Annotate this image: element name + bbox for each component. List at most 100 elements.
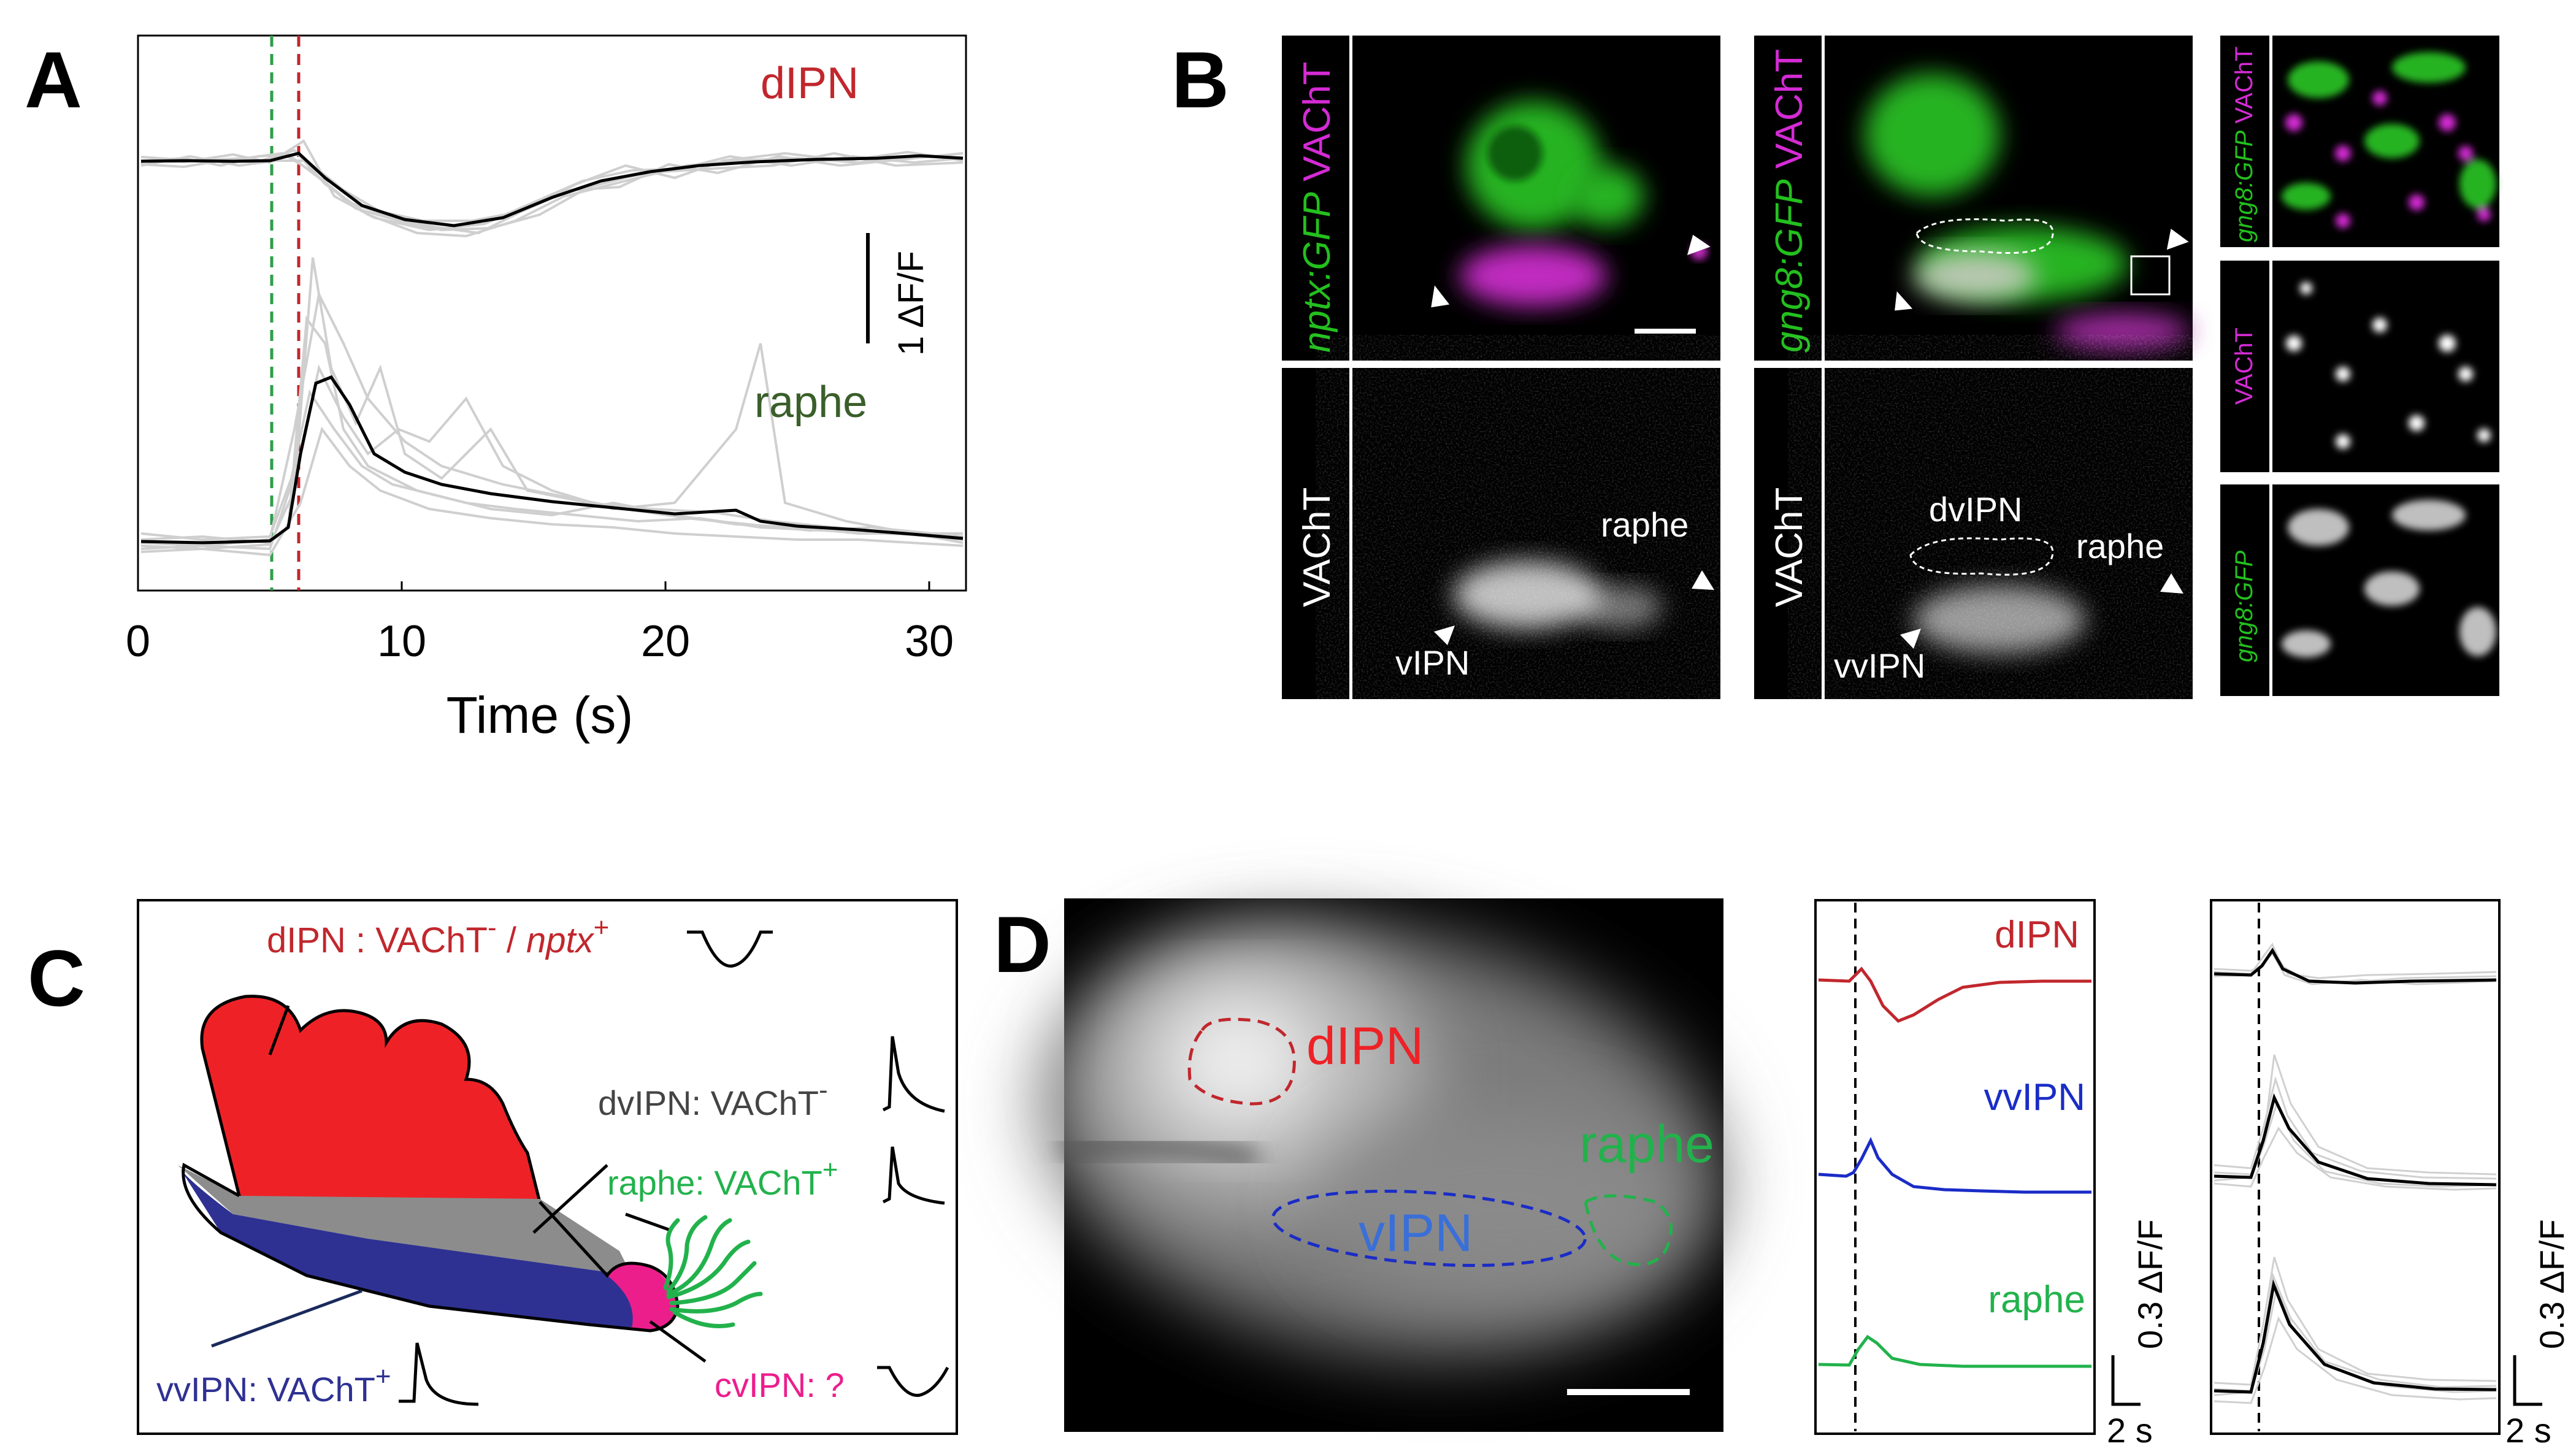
b2-top-label-strip (1754, 36, 1822, 361)
scale-bar-a-label: 1 ΔF/F (891, 251, 931, 356)
x-axis (137, 581, 930, 591)
glyph-dvipn (882, 1036, 945, 1113)
b3-top-strip (2220, 36, 2269, 247)
d-vvipn-trace-label: vvIPN (1984, 1076, 2085, 1119)
tick-10: 10 (377, 617, 426, 666)
d-scale-bar-1 (2111, 1355, 2141, 1406)
c-dvipn-text: dvIPN: VAChT (598, 1084, 819, 1122)
c-dipn-sup-plus: + (594, 912, 610, 943)
response-glyphs (399, 930, 949, 1406)
d-vvipn-trace (1818, 1137, 2091, 1194)
b2-bottom-title: VAChT (1768, 488, 1811, 607)
d-raphe-trace-label: raphe (1988, 1279, 2085, 1321)
panel-a-letter: A (25, 35, 82, 124)
d-raphe-label: raphe (1579, 1115, 1714, 1174)
dipn-mean-trace (140, 151, 964, 228)
b2-top-title: gng8:GFP VAChT (1768, 49, 1811, 353)
d-dipn-roi (1187, 1017, 1296, 1106)
b1-title-green: nptx:GFP (1296, 192, 1338, 353)
c-vvipn-sup: + (375, 1361, 391, 1391)
d-vipn-label: vIPN (1359, 1204, 1473, 1263)
b1-bottom-signal (1454, 561, 1601, 629)
b3-bottom-signal (2282, 500, 2496, 657)
b1-arrow-2 (1687, 234, 1711, 255)
d-scale-bar-2 (2513, 1355, 2542, 1406)
d-traces-box (1814, 899, 2096, 1435)
b3-top-title: gng8:GFP VAChT (2231, 47, 2258, 242)
panel-c: C dIPN : VAChT- / nptx+ (28, 899, 958, 1435)
b3-bottom-title: gng8:GFP (2231, 550, 2258, 662)
b1-top-title: nptx:GFP VAChT (1296, 62, 1338, 353)
b1-bottom-signal-2 (1576, 586, 1662, 629)
c-raphe-label: raphe: VAChT+ (607, 1155, 838, 1202)
d-scale-x-label: 2 s (2107, 1411, 2153, 1446)
b1-vipn-label: vIPN (1395, 643, 1470, 682)
b2-title-magenta: VAChT (1768, 49, 1811, 179)
d-scale-y-label: 0.3 ΔF/F (2131, 1219, 2169, 1349)
c-cvipn-label: cvIPN: ? (715, 1366, 845, 1404)
dvipn-region (178, 1165, 632, 1276)
d-raphe-trace (1818, 1334, 2091, 1368)
b2-bottom-arrow-2 (2160, 573, 2183, 594)
panel-d: D dIPN raphe vIPN dIPN vvIPN raphe 0.3 Δ… (994, 898, 2571, 1446)
b2-vvipn-label: vvIPN (1834, 646, 1925, 685)
cvipn-region (607, 1263, 678, 1331)
d-dipn-trace-label: dIPN (1995, 914, 2079, 956)
c-dipn-sep: / (497, 920, 526, 960)
panel-d-letter: D (994, 900, 1051, 989)
dipn-region (200, 995, 542, 1204)
b2-arrow-2 (2166, 228, 2189, 250)
b3-mid-title: VAChT (2231, 327, 2258, 405)
b1-arrow-1 (1431, 285, 1450, 308)
panel-b-letter: B (1171, 35, 1229, 124)
b1-bottom-title: VAChT (1296, 488, 1338, 607)
c-dipn-nptx: nptx (526, 920, 595, 960)
b3-mid-signal (2286, 282, 2491, 449)
c-raphe-sup: + (822, 1155, 838, 1185)
dipn-grey-traces (140, 139, 964, 238)
b2-top-signal (1865, 74, 2190, 350)
b1-top-signal (1460, 101, 1708, 307)
raphe-fibers (663, 1215, 763, 1328)
c-dipn-label: dIPN : VAChT- / nptx+ (267, 912, 609, 960)
c-raphe-text: raphe: VAChT (607, 1163, 822, 1202)
dipn-label: dIPN (761, 59, 859, 108)
b2-arrow-1 (1895, 291, 1913, 311)
c-dipn-sup-minus: - (488, 912, 497, 943)
tick-20: 20 (641, 617, 690, 666)
tick-0: 0 (126, 617, 150, 666)
b1-bottom-noise (1352, 368, 1720, 699)
panel-a-axes-box (137, 34, 967, 592)
b2-bottom-signal (1914, 586, 2085, 653)
d2-mean-trace-2 (2214, 1093, 2497, 1187)
d2-mean-trace-3 (2214, 1279, 2497, 1394)
panel-c-letter: C (28, 933, 85, 1023)
glyph-dipn (687, 930, 773, 968)
vvipn-region (178, 1165, 650, 1328)
b2-bottom-arrow-1 (1900, 629, 1921, 649)
b3-mid-strip (2220, 261, 2269, 472)
c-vvipn-text: vvIPN: VAChT (156, 1370, 375, 1409)
glyph-vvipn (399, 1342, 479, 1406)
d-scale-y-label-2: 0.3 ΔF/F (2532, 1219, 2571, 1349)
b1-bottom-label-strip (1282, 368, 1349, 699)
b2-top-image (1825, 36, 2193, 361)
raphe-label: raphe (754, 378, 867, 427)
c-dvipn-label: dvIPN: VAChT- (598, 1075, 828, 1122)
raphe-mean-trace (140, 375, 964, 545)
x-axis-label: Time (s) (447, 686, 634, 744)
tick-30: 30 (905, 617, 954, 666)
b3-bottom-strip (2220, 484, 2269, 696)
d-raphe-roi (1584, 1194, 1673, 1266)
b1-title-magenta: VAChT (1296, 62, 1338, 192)
panel-b: B nptx:GFP VAChT VAChT raphe vIPN (1171, 35, 2499, 699)
b3-mid-image (2272, 261, 2499, 472)
b2-raphe-label: raphe (2076, 527, 2164, 565)
b3-top-magenta: VAChT (2231, 47, 2258, 131)
b2-dvipn-outline-top (1915, 218, 2054, 254)
b2-title-green: gng8:GFP (1768, 179, 1811, 353)
d-dipn-label: dIPN (1306, 1017, 1424, 1076)
c-dipn-text: dIPN : VAChT (267, 920, 488, 960)
b1-bottom-arrow-1 (1434, 625, 1455, 645)
